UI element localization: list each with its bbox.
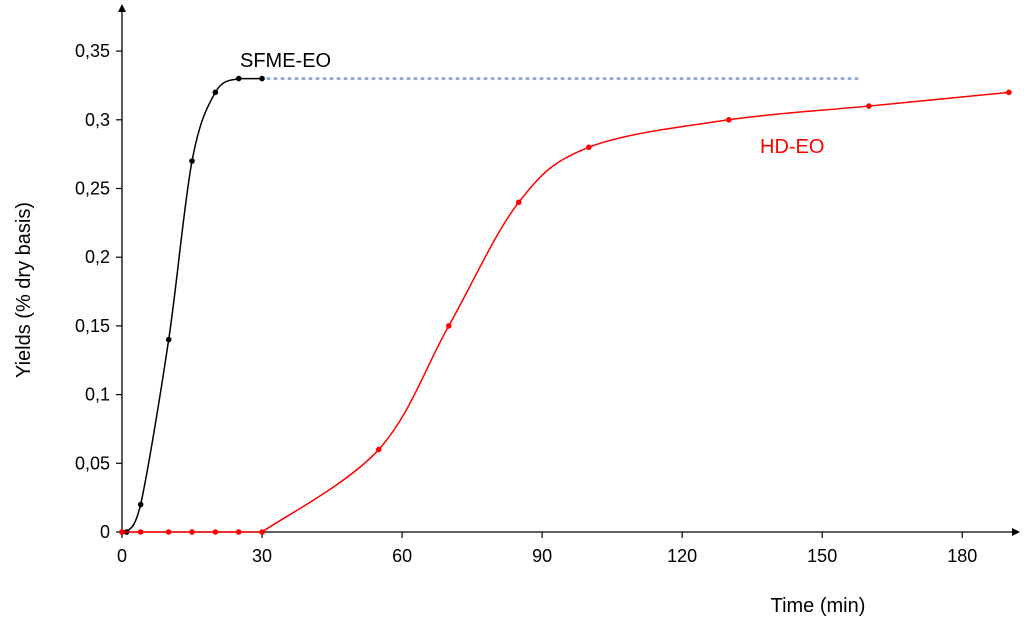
y-axis-ticks: 0 0,05 0,1 0,15 0,2 0,25 0,3 0,35 (75, 41, 122, 542)
series-label-sfme-eo: SFME-EO (240, 50, 331, 72)
data-point (726, 117, 732, 123)
y-tick-label: 0,15 (75, 316, 110, 336)
series-sfme-eo (119, 75, 862, 535)
data-point (189, 158, 195, 164)
y-axis-title: Yields (% dry basis) (13, 202, 35, 378)
y-tick-label: 0,25 (75, 179, 110, 199)
data-point (165, 529, 172, 535)
y-tick-label: 0,35 (75, 41, 110, 61)
data-point (586, 144, 592, 151)
y-tick-label: 0,1 (85, 385, 110, 405)
y-tick-label: 0,3 (85, 110, 110, 130)
data-point (137, 501, 144, 508)
data-point (212, 89, 219, 96)
y-axis-arrow (118, 4, 126, 12)
x-axis-arrow (1012, 528, 1020, 536)
x-tick-label: 90 (532, 546, 552, 566)
series-line (261, 91, 1009, 533)
data-point (515, 199, 522, 206)
data-point (212, 529, 219, 535)
data-point (165, 336, 172, 343)
x-axis-title: Time (min) (771, 595, 866, 617)
data-point (189, 529, 195, 535)
data-point (137, 529, 144, 535)
data-point (866, 103, 872, 109)
data-point (259, 75, 265, 82)
x-tick-label: 120 (667, 546, 697, 566)
x-tick-label: 30 (252, 546, 272, 566)
x-tick-label: 60 (392, 546, 412, 566)
series-line (122, 77, 263, 533)
series-hd-eo (119, 89, 1012, 535)
x-tick-label: 150 (807, 546, 837, 566)
axes (118, 4, 1020, 536)
series-label-hd-eo: HD-EO (760, 136, 824, 158)
data-point (235, 75, 242, 82)
x-tick-label: 0 (117, 546, 127, 566)
x-axis-ticks: 0 30 60 90 120 150 180 (117, 532, 977, 566)
data-point (259, 529, 265, 535)
x-tick-label: 180 (947, 546, 977, 566)
data-point (119, 529, 125, 535)
data-point (235, 529, 242, 535)
y-tick-label: 0,05 (75, 453, 110, 473)
series-layer (119, 75, 1012, 535)
y-tick-label: 0 (100, 522, 110, 542)
data-point (375, 446, 382, 453)
data-point (445, 323, 452, 329)
y-tick-label: 0,2 (85, 247, 110, 267)
data-point (1006, 89, 1012, 96)
